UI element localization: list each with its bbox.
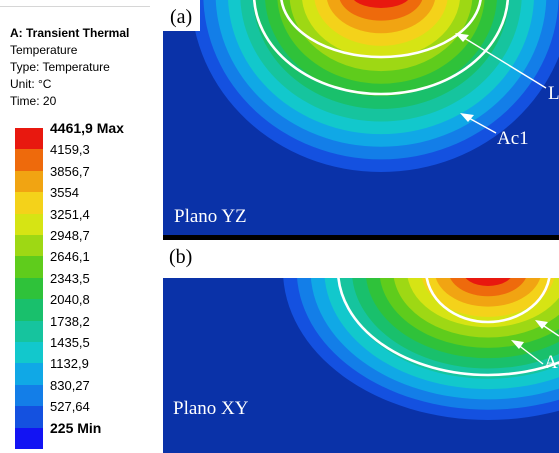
- legend-swatch: [15, 192, 43, 214]
- legend-label: 527,64: [50, 399, 90, 415]
- leader-line-l: [460, 35, 547, 89]
- legend-label: 2040,8: [50, 292, 90, 308]
- legend-label: 4159,3: [50, 142, 90, 158]
- contour-line-l: [280, 0, 482, 59]
- legend-swatch: [15, 320, 43, 342]
- temperature-legend: A: Transient Thermal Temperature Type: T…: [0, 0, 160, 453]
- temperature-band: [339, 0, 423, 21]
- contour-line-inner: [425, 278, 551, 324]
- legend-title: A: Transient Thermal: [10, 26, 130, 40]
- legend-result: Temperature: [10, 43, 78, 57]
- contour-label-l: L: [548, 83, 559, 104]
- legend-swatch: [15, 363, 43, 385]
- panel-a-contour-plot: [163, 0, 559, 235]
- legend-label: 3554: [50, 185, 79, 201]
- arrowhead-ac: [511, 340, 524, 349]
- legend-unit: Unit: °C: [10, 77, 52, 91]
- legend-label: 225 Min: [50, 419, 102, 436]
- contour-label-ac1: Ac1: [497, 128, 529, 149]
- color-scale: [15, 128, 43, 449]
- legend-swatch: [15, 299, 43, 321]
- temperature-band: [465, 278, 511, 286]
- legend-label: 2948,7: [50, 228, 90, 243]
- legend-label: 1435,5: [50, 335, 90, 350]
- legend-swatch: [15, 235, 43, 257]
- panel-b-tag: (b): [169, 246, 193, 268]
- arrowhead-l: [455, 33, 469, 42]
- temperature-band: [353, 0, 409, 8]
- legend-time: Time: 20: [10, 94, 57, 108]
- panel-a-tag: (a): [163, 0, 201, 31]
- legend-label: 3251,4: [50, 206, 90, 222]
- legend-label: 1738,2: [50, 313, 90, 329]
- panel-divider: [163, 235, 559, 240]
- legend-swatch: [15, 384, 43, 407]
- contour-line-ac1: [252, 0, 510, 96]
- contour-label-ac: Ac: [544, 352, 559, 373]
- legend-separator: [0, 6, 150, 7]
- leader-line-ac: [516, 343, 544, 365]
- temperature-band: [450, 278, 526, 297]
- leader-line-ac1: [466, 116, 497, 134]
- plane-label-xy: Plano XY: [173, 398, 249, 419]
- plane-label-yz: Plano YZ: [174, 206, 247, 227]
- panel-b-xy-plane: (b) Ac Plano XY: [163, 240, 559, 453]
- legend-swatch: [15, 170, 43, 193]
- panel-b-contour-plot: [163, 278, 559, 453]
- legend-swatch: [15, 427, 43, 449]
- legend-label: 4461,9 Max: [50, 120, 124, 136]
- legend-swatch: [15, 149, 43, 171]
- contour-line-ac: [337, 278, 559, 377]
- legend-swatch: [15, 406, 43, 428]
- legend-label: 2646,1: [50, 249, 90, 265]
- legend-swatch: [15, 213, 43, 235]
- legend-label: 2343,5: [50, 270, 90, 286]
- legend-type: Type: Temperature: [10, 60, 110, 74]
- legend-swatch: [15, 277, 43, 300]
- arrowhead-ac1: [460, 113, 474, 122]
- panel-a-yz-plane: (a) L Ac1 Plano YZ: [163, 0, 559, 235]
- legend-label: 1132,9: [50, 356, 89, 372]
- legend-swatch: [15, 342, 43, 364]
- legend-label: 830,27: [50, 377, 90, 393]
- arrowhead-inner: [535, 320, 548, 329]
- legend-label: 3856,7: [50, 163, 90, 179]
- legend-swatch: [15, 128, 43, 150]
- legend-swatch: [15, 256, 43, 278]
